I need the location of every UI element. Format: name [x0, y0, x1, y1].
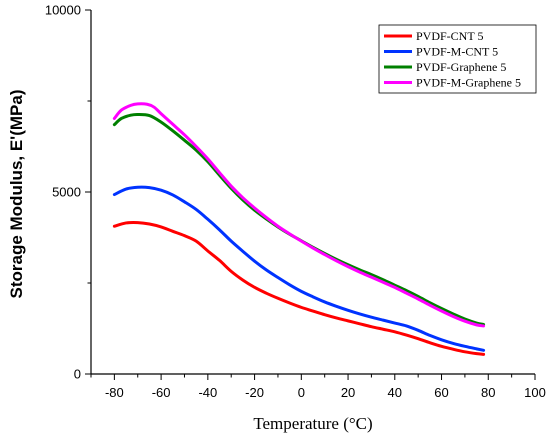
x-tick-label: 0 — [298, 385, 305, 400]
series-layer — [112, 102, 486, 356]
x-axis-ticks: -80 -60 -40 -20 0 20 40 60 80 100 — [90, 374, 546, 400]
x-tick-label: 80 — [481, 385, 495, 400]
x-axis-title: Temperature (°C) — [253, 414, 372, 433]
y-axis-title: Storage Modulus, E'(MPa) — [7, 90, 26, 299]
x-tick-label: -40 — [198, 385, 217, 400]
legend-label: PVDF-M-CNT 5 — [416, 45, 498, 59]
y-tick-label: 5000 — [52, 185, 81, 200]
series-line — [112, 185, 486, 352]
series-line — [112, 220, 486, 356]
legend-label: PVDF-Graphene 5 — [416, 60, 506, 74]
y-axis-ticks: 0 5000 10000 — [45, 3, 91, 382]
x-tick-label: -20 — [245, 385, 264, 400]
legend-label: PVDF-CNT 5 — [416, 29, 483, 43]
x-tick-label: 20 — [341, 385, 355, 400]
series-line — [112, 112, 486, 326]
x-tick-label: 40 — [388, 385, 402, 400]
x-tick-label: -60 — [152, 385, 171, 400]
y-tick-label: 10000 — [45, 3, 81, 18]
x-tick-label: 60 — [434, 385, 448, 400]
x-tick-label: -80 — [105, 385, 124, 400]
series-line — [112, 102, 486, 328]
x-tick-label: 100 — [524, 385, 546, 400]
legend-label: PVDF-M-Graphene 5 — [416, 76, 521, 90]
y-tick-label: 0 — [74, 367, 81, 382]
